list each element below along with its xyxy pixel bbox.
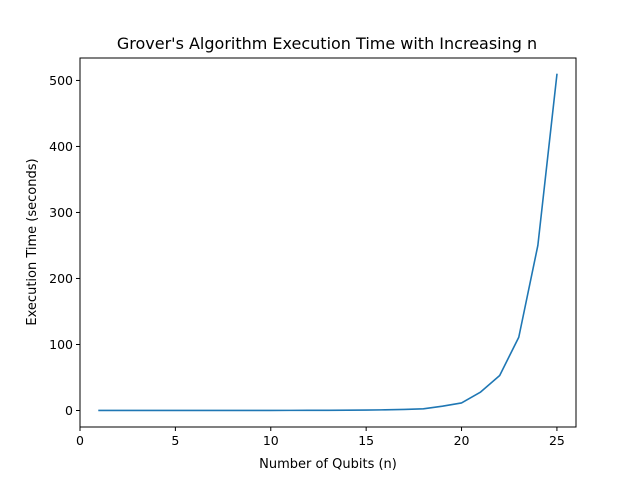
x-tick-label: 5 [171, 433, 179, 448]
y-tick-label: 0 [65, 403, 73, 418]
x-tick-label: 20 [454, 433, 470, 448]
series-layer [98, 73, 558, 412]
y-tick-label: 100 [49, 337, 73, 352]
y-tick-label: 300 [49, 205, 73, 220]
x-tick-label: 0 [76, 433, 84, 448]
x-axis-ticks: 0 5 10 15 20 25 [76, 427, 565, 448]
plot-area [79, 57, 577, 428]
y-tick-label: 200 [49, 271, 73, 286]
axes-frame [79, 57, 577, 428]
y-tick-label: 400 [49, 139, 73, 154]
x-axis-label: Number of Qubits (n) [259, 457, 397, 472]
chart-title: Grover's Algorithm Execution Time with I… [117, 34, 537, 53]
y-tick-label: 500 [49, 73, 73, 88]
x-tick-label: 10 [263, 433, 279, 448]
x-tick-label: 15 [358, 433, 374, 448]
x-tick-label: 25 [549, 433, 565, 448]
series-line-0 [98, 73, 558, 412]
y-axis-label: Execution Time (seconds) [25, 158, 40, 325]
y-axis-ticks: 0 100 200 300 400 500 [49, 73, 80, 418]
